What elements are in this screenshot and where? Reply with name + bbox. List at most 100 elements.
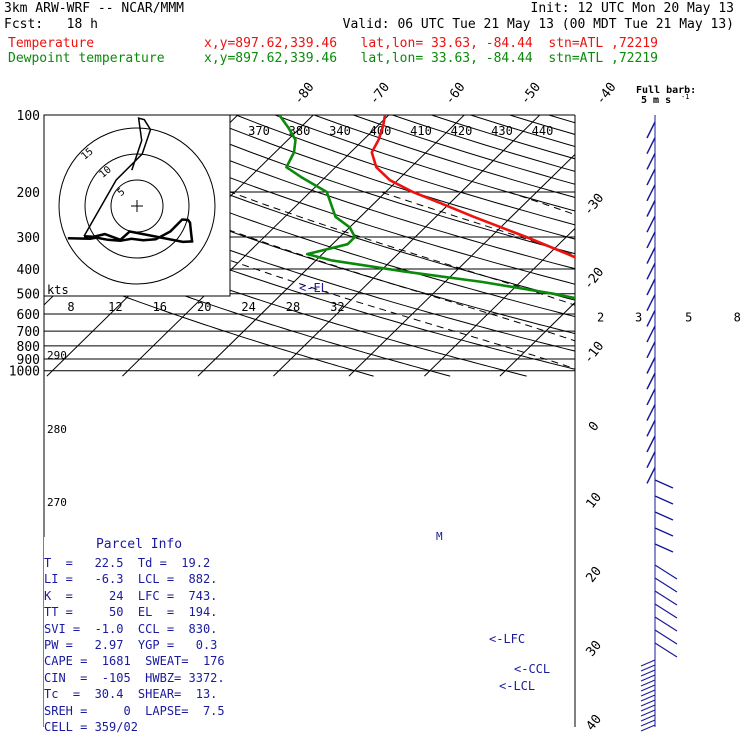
dewpoint-legend: Dewpoint temperature (8, 51, 165, 66)
ccl-marker: <-CCL (514, 662, 550, 676)
dry-adiabat-line (157, 115, 575, 255)
parcel-info-row: CELL = 359/02 (44, 719, 138, 734)
mixing-ratio-label: 5 (685, 311, 692, 325)
wind-barb (646, 121, 656, 139)
wind-barb (646, 372, 656, 390)
parcel-info-row: Tc = 30.4 SHEAR= 13. (44, 687, 218, 702)
moist-adiabat-line (718, 192, 740, 371)
wind-barb (646, 278, 656, 296)
wind-barb (646, 310, 656, 327)
parcel-info-panel: Parcel Info T = 22.5 Td = 19.2 LI = -6.3 … (44, 537, 234, 735)
isotherm-label: 30 (584, 638, 605, 660)
wind-barb (646, 325, 656, 343)
isotherm-label: 20 (584, 564, 605, 586)
wind-barb (640, 694, 656, 702)
wind-barb (654, 629, 678, 645)
hodograph-speed-label: 20 (197, 300, 211, 314)
isotherm-line (726, 115, 740, 376)
dry-adiabat-line (627, 115, 740, 376)
dry-adiabat-line (588, 115, 740, 376)
lfc-marker: <-LFC (489, 632, 525, 646)
full-barb-exponent: -1 (681, 93, 689, 101)
moist-adiabat-line (380, 191, 575, 256)
pressure-tick-label: 500 (17, 288, 40, 303)
wind-barb (654, 642, 678, 658)
wind-barb (646, 215, 656, 233)
dry-adiabat-line (44, 241, 451, 377)
wind-barb (654, 616, 678, 632)
hodograph-units: kts (47, 283, 69, 297)
isotherm-line (197, 115, 465, 377)
theta-label: 410 (410, 124, 432, 138)
isotherm-line (0, 115, 11, 376)
parcel-panel-bg (44, 537, 234, 727)
wind-barb (646, 435, 656, 453)
wind-barb (646, 341, 656, 359)
isotherm-label: -50 (518, 80, 544, 108)
isotherm-label: -60 (442, 80, 468, 108)
pressure-tick-label: 300 (17, 231, 40, 246)
wind-barb (646, 467, 656, 484)
hodograph-speed-label: 8 (67, 300, 74, 314)
dry-adiabat-line (235, 115, 575, 226)
isotherm-label: -40 (593, 80, 619, 108)
theta-label: 440 (532, 124, 554, 138)
dry-adiabat-line (470, 115, 575, 148)
wind-barb (640, 699, 656, 707)
hodograph-speed-label: 16 (153, 300, 167, 314)
theta-label-left: 270 (47, 496, 67, 509)
pressure-tick-label: 900 (17, 353, 40, 368)
wind-barb (646, 200, 656, 217)
dewpoint-station-info: x,y=897.62,339.46 lat,lon= 33.63, -84.44… (204, 51, 658, 66)
dry-adiabat-line (44, 264, 374, 377)
wind-barb (646, 247, 656, 264)
dewpoint-profile (278, 115, 575, 300)
moist-adiabat-line (605, 192, 740, 371)
pressure-tick-label: 700 (17, 325, 40, 340)
parcel-info-row: PW = 2.97 YGP = 0.3 (44, 637, 218, 652)
isotherm-label: -10 (581, 339, 607, 367)
valid-time: Valid: 06 UTC Tue 21 May 13 (00 MDT Tue … (342, 17, 734, 32)
dry-adiabat-line (666, 115, 740, 376)
isotherm-line (348, 153, 575, 377)
full-barb-units: 5 m s (641, 95, 671, 106)
theta-label: 380 (289, 124, 311, 138)
wind-barb (654, 543, 674, 553)
parcel-info-row: CAPE = 1681 SWEAT= 176 (44, 654, 225, 669)
model-title: 3km ARW-WRF -- NCAR/MMM (4, 1, 185, 16)
wind-barb (646, 388, 656, 406)
forecast-hour: Fcst: 18 h (4, 17, 98, 32)
theta-label-left: 280 (47, 423, 67, 436)
wind-barb (640, 674, 656, 682)
wind-barb (640, 709, 656, 717)
wind-barb (646, 137, 656, 155)
hodograph-speed-label: 12 (108, 300, 122, 314)
isotherm-label: -70 (367, 80, 393, 108)
theta-label: 420 (451, 124, 473, 138)
isotherm-label: 0 (586, 419, 603, 434)
dry-adiabat-line (392, 115, 575, 172)
hodograph-speed-label: 32 (330, 300, 344, 314)
dry-adiabat-line (314, 115, 575, 199)
el-marker: <-EL (299, 281, 328, 295)
hodograph-ring-label: 5 (116, 186, 128, 198)
mixing-ratio-label: 3 (635, 311, 642, 325)
wind-barb (654, 495, 674, 505)
isotherm-line (575, 115, 740, 376)
dry-adiabat-line (79, 115, 575, 285)
wind-barb (640, 714, 656, 722)
temperature-station-info: x,y=897.62,339.46 lat,lon= 33.63, -84.44… (204, 36, 658, 51)
temperature-profile (370, 115, 575, 259)
pressure-tick-label: 400 (17, 263, 40, 278)
pressure-tick-label: 600 (17, 308, 40, 323)
isotherm-line (122, 115, 390, 377)
mixing-ratio-label: 8 (734, 311, 740, 325)
dry-adiabat-line (44, 135, 575, 318)
theta-label: 370 (248, 124, 270, 138)
wind-barb (646, 357, 656, 374)
dry-adiabat-line (44, 116, 575, 301)
hodograph-trace (83, 117, 152, 237)
parcel-info-row: CIN = -105 HWBZ= 3372. (44, 670, 225, 685)
wind-barb (646, 419, 656, 437)
dry-adiabat-line (431, 115, 575, 160)
